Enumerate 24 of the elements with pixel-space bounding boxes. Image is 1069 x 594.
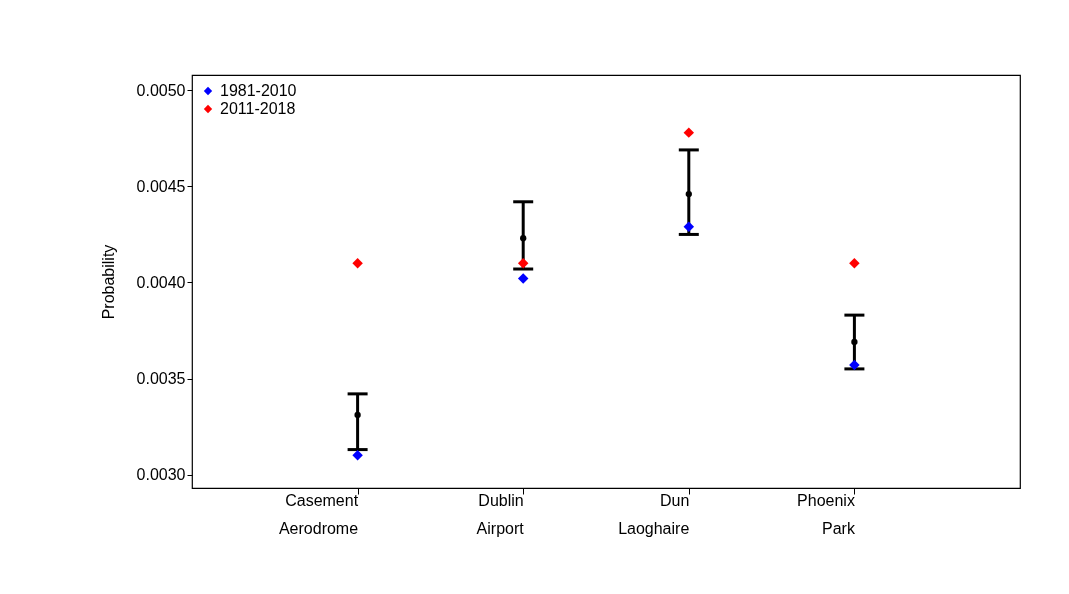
point: [849, 359, 860, 371]
x-tick-label: Casement Aerodrome: [278, 491, 359, 537]
y-tick-label: 0.0040: [136, 273, 186, 291]
point: [851, 338, 858, 346]
point: [354, 411, 361, 419]
point: [683, 221, 695, 232]
point: [517, 258, 529, 269]
y-axis-title: Probability: [99, 244, 117, 320]
y-tick-label: 0.0035: [136, 370, 186, 388]
y-tick-label: 0.0030: [136, 466, 186, 484]
point: [517, 273, 529, 284]
point: [352, 450, 363, 461]
legend-label: 2011-2018: [220, 100, 296, 117]
point: [352, 258, 363, 269]
y-tick-label: 0.0050: [136, 81, 186, 99]
x-tick-label: Phoenix Park: [797, 491, 856, 537]
point: [683, 127, 695, 138]
x-tick-label: Dublin Airport: [476, 491, 525, 537]
y-tick-label: 0.0045: [136, 177, 186, 195]
point: [685, 190, 692, 198]
point: [849, 258, 860, 269]
legend-label: 1981-2010: [220, 82, 297, 99]
x-tick-label: Dun Laoghaire: [618, 491, 690, 537]
point: [520, 235, 527, 242]
